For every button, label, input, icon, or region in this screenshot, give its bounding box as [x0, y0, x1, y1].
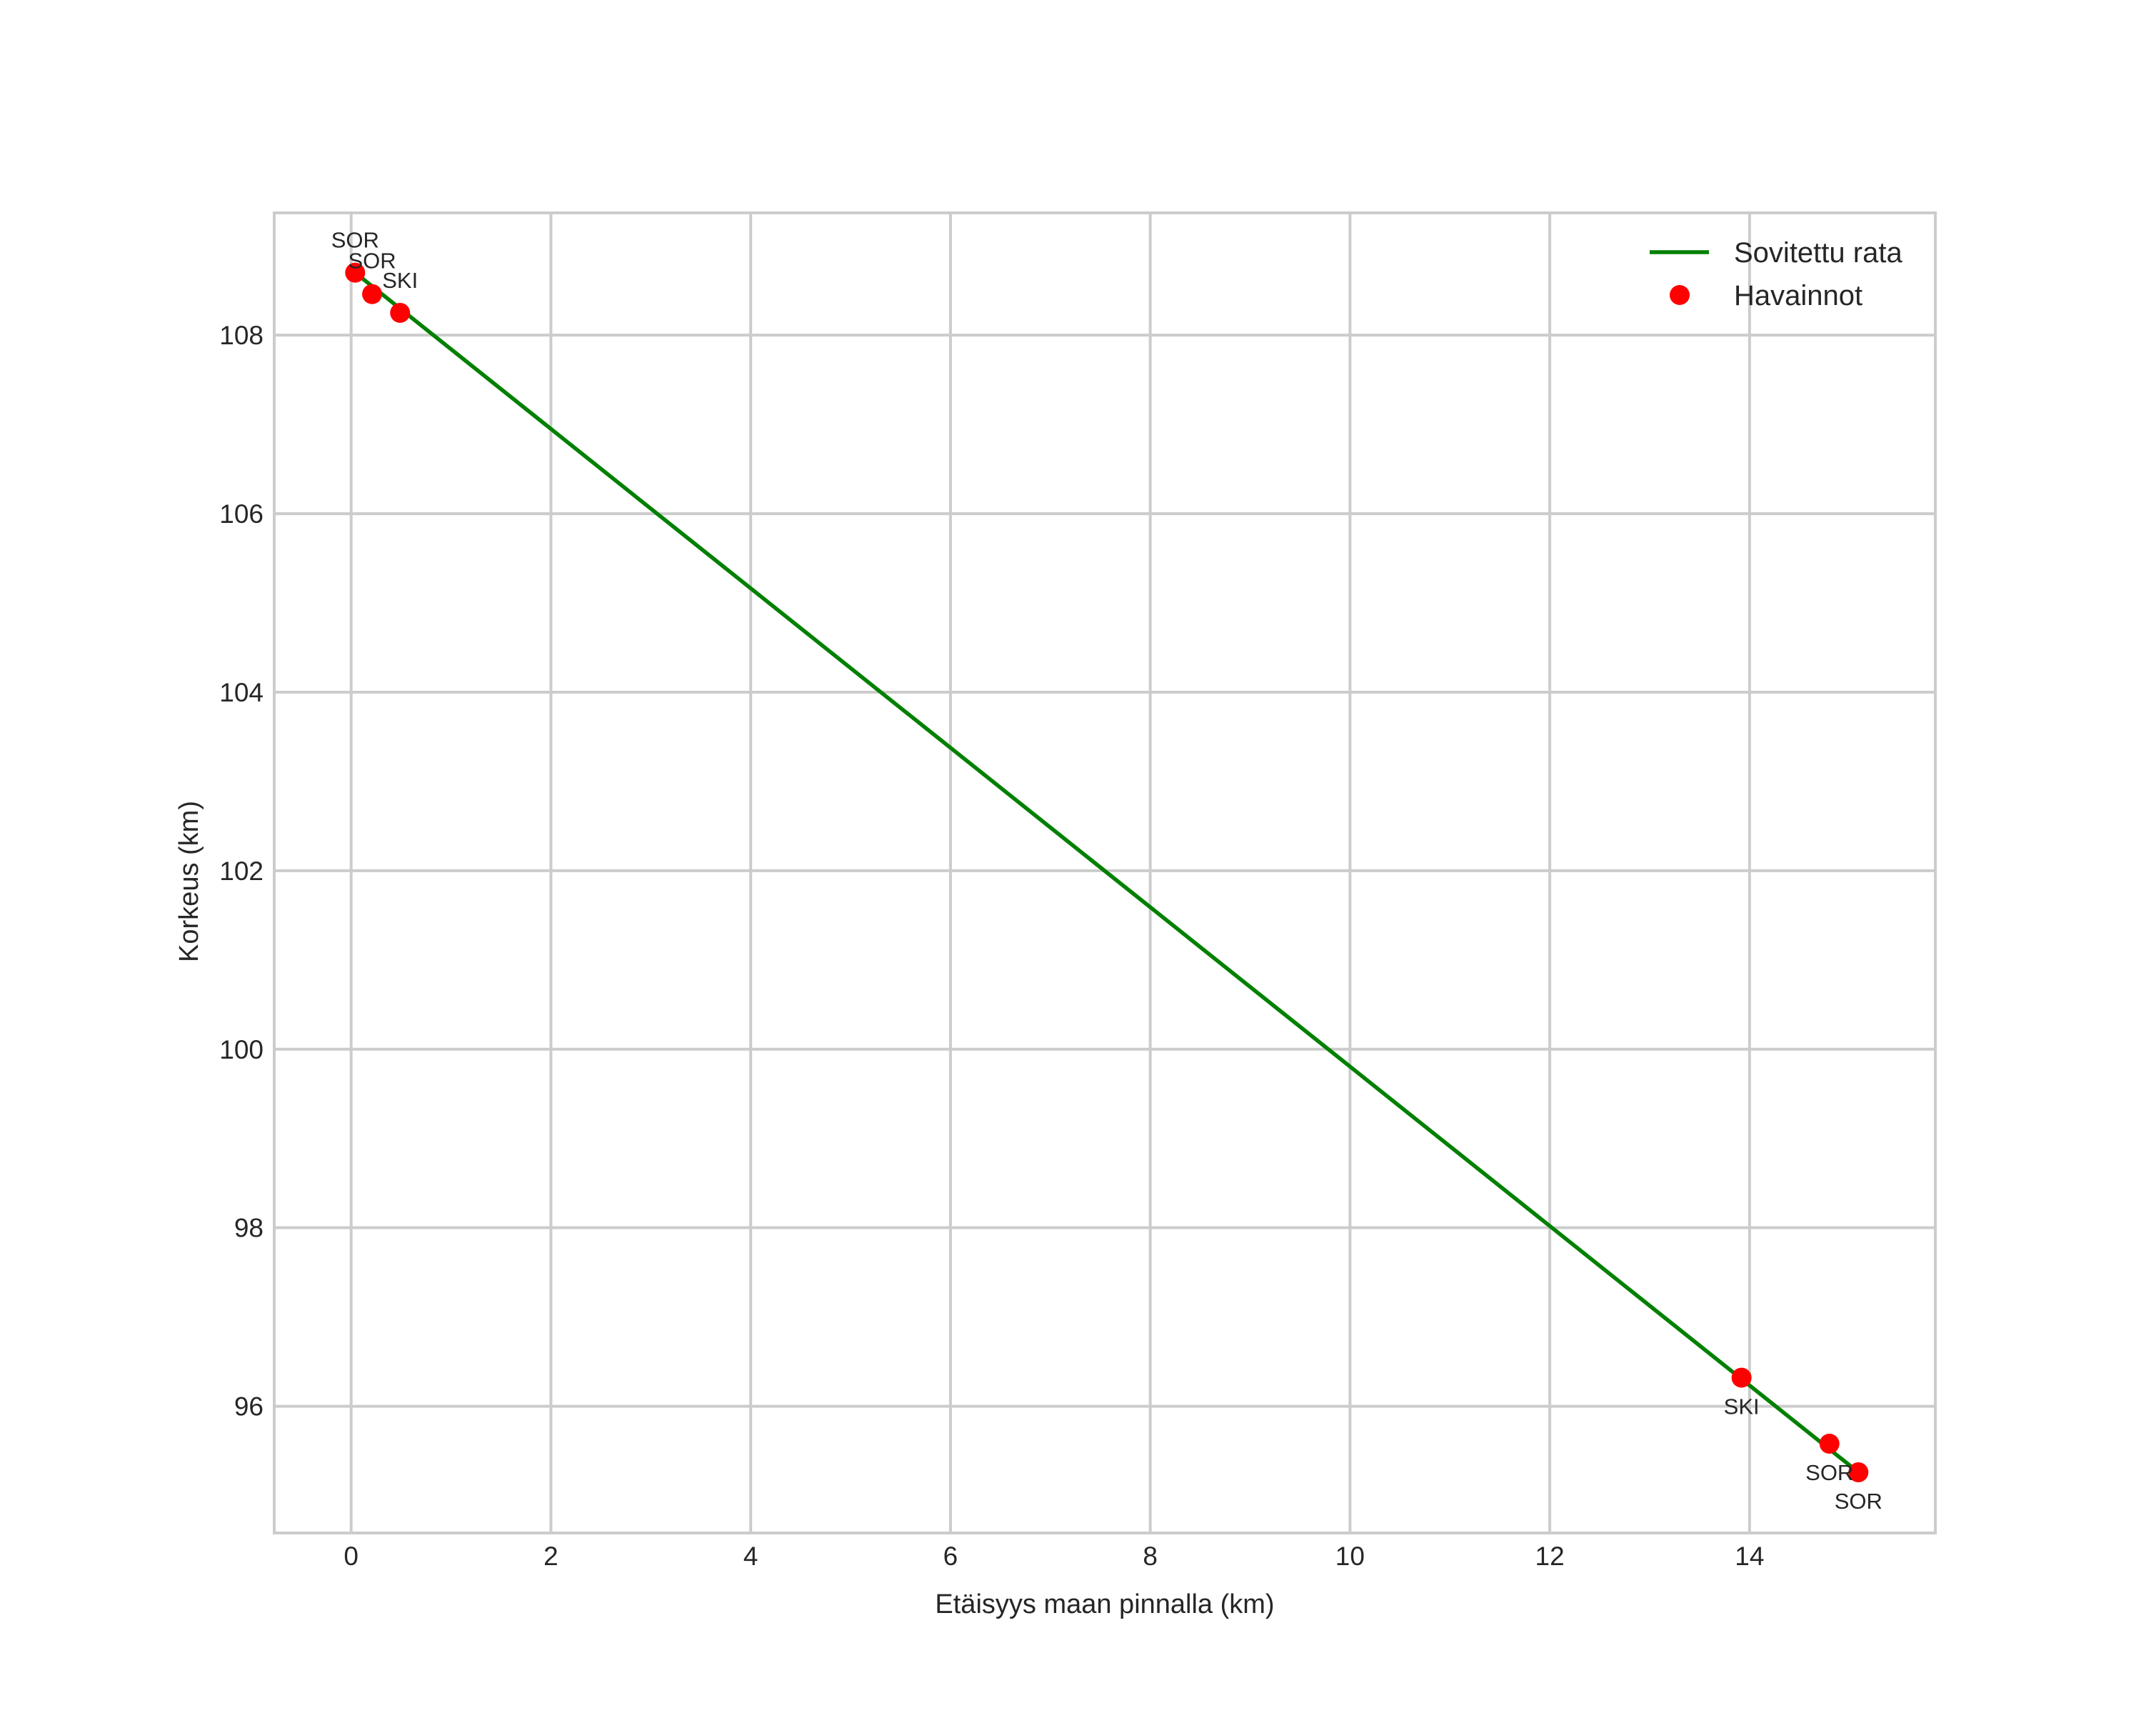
y-tick-label: 106	[219, 499, 264, 529]
y-tick-label: 108	[219, 321, 264, 350]
fitted-trajectory-line	[354, 271, 1860, 1474]
legend-label: Havainnot	[1734, 280, 1862, 311]
observation-point	[390, 302, 411, 323]
gridlines	[274, 213, 1935, 1533]
observation-point	[1819, 1434, 1840, 1454]
y-tick-label: 104	[219, 678, 264, 707]
point-label: SOR	[348, 249, 396, 274]
axes-frame	[273, 211, 1937, 1534]
point-label: SOR	[331, 228, 379, 253]
legend-label: Sovitettu rata	[1734, 237, 1902, 269]
x-tick-label: 14	[1735, 1542, 1764, 1571]
x-tick-label: 4	[743, 1542, 758, 1571]
x-tick-label: 6	[943, 1542, 958, 1571]
point-label: SKI	[382, 268, 418, 293]
y-tick-label: 100	[219, 1035, 264, 1064]
point-label: SOR	[1835, 1489, 1882, 1514]
x-tick-label: 10	[1335, 1542, 1365, 1571]
legend-dot-icon	[1670, 285, 1690, 305]
point-label: SKI	[1724, 1394, 1760, 1419]
y-axis-label: Korkeus (km)	[174, 801, 204, 962]
legend: Sovitettu rata Havainnot	[1650, 237, 1902, 311]
x-tick-label: 8	[1143, 1542, 1158, 1571]
observation-point	[1848, 1462, 1869, 1483]
x-tick-label: 2	[543, 1542, 558, 1571]
x-axis-label: Etäisyys maan pinnalla (km)	[935, 1589, 1274, 1619]
y-tick-label: 98	[234, 1214, 264, 1243]
observation-point	[362, 284, 383, 304]
point-label: SOR	[1805, 1460, 1853, 1485]
x-tick-label: 0	[344, 1542, 359, 1571]
y-tick-label: 102	[219, 856, 264, 886]
observation-point	[345, 262, 366, 283]
x-tick-label: 12	[1535, 1542, 1565, 1571]
tick-labels: 0 2 4 6 8 10 12 14 96 98 100 102 104 106 108	[219, 321, 1764, 1571]
y-tick-label: 96	[234, 1392, 264, 1422]
observation-point	[1731, 1367, 1752, 1388]
